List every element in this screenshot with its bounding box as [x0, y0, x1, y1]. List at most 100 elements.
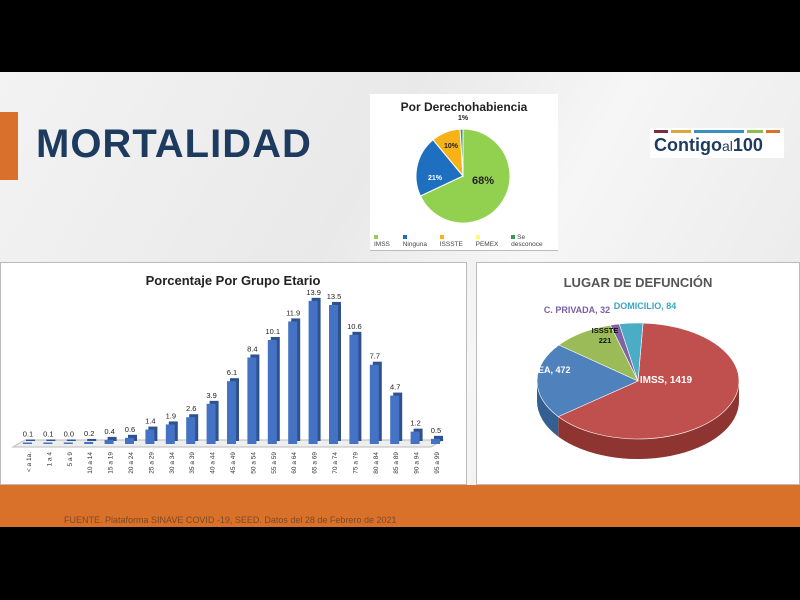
- bar-value-label: 0.4: [104, 427, 114, 436]
- bar: [23, 442, 32, 444]
- bar: [227, 381, 236, 444]
- bar: [308, 300, 318, 444]
- bar: [165, 424, 175, 444]
- x-tick-label: 5 a 9: [67, 452, 74, 467]
- bar: [247, 357, 257, 444]
- page-title: MORTALIDAD: [36, 122, 312, 166]
- bar-side: [26, 439, 35, 441]
- bar-side: [87, 438, 97, 441]
- bar-value-label: 10.6: [347, 322, 362, 331]
- bar-value-label: 0.1: [43, 430, 53, 439]
- x-tick-label: 85 a 89: [393, 452, 400, 474]
- x-tick-label: 20 a 24: [128, 452, 135, 474]
- x-tick-label: 15 a 19: [108, 452, 115, 474]
- accent-tab: [0, 112, 18, 180]
- age-group-chart: Porcentaje Por Grupo Etario 0.1 < a 1a. 0.1…: [0, 262, 467, 485]
- source-note: FUENTE. Plataforma SINAVE COVID -19, SEE…: [64, 515, 397, 525]
- chart-title: LUGAR DE DEFUNCIÓN: [564, 275, 713, 290]
- contigo-al-100-logo: Contigoal100: [650, 128, 784, 158]
- pie-label: 10%: [444, 143, 459, 150]
- bar: [329, 304, 338, 444]
- bar-side: [434, 435, 443, 441]
- slide: MORTALIDAD Contigoal100 Por Derechohabie…: [0, 72, 800, 527]
- bar: [267, 339, 277, 444]
- bar-value-label: 8.4: [247, 344, 257, 353]
- bar-value-label: 0.6: [125, 425, 135, 434]
- x-tick-label: 30 a 34: [169, 452, 176, 474]
- pie-label: 68%: [472, 175, 494, 187]
- legend-item: PEMEX: [475, 234, 505, 248]
- x-tick-label: 80 a 84: [373, 452, 380, 474]
- x-tick-label: 75 a 79: [352, 452, 359, 474]
- pie-label: 221: [599, 336, 612, 345]
- bar: [410, 431, 420, 444]
- bar-value-label: 0.2: [84, 429, 94, 438]
- pie-label: ISSEA, 472: [523, 365, 570, 375]
- x-tick-label: 10 a 14: [87, 452, 94, 474]
- bar-value-label: 4.7: [390, 383, 400, 392]
- x-tick-label: 70 a 74: [332, 452, 339, 474]
- pie-slice-0: [419, 128, 511, 224]
- bar: [369, 364, 379, 444]
- bar-value-label: 3.9: [206, 391, 216, 400]
- chart-legend: IMSS Ninguna ISSSTE PEMEX Se desconoce: [374, 234, 558, 248]
- x-tick-label: 45 a 49: [230, 452, 237, 474]
- bar-value-label: 1.9: [166, 411, 176, 420]
- legend-item: Se desconoce: [511, 234, 543, 248]
- x-tick-label: 50 a 54: [250, 452, 257, 474]
- pie-side: [537, 381, 559, 437]
- pie-label: 1%: [458, 115, 469, 122]
- x-tick-label: 35 a 39: [189, 452, 196, 474]
- bar: [145, 429, 155, 444]
- legend-item: ISSSTE: [439, 234, 469, 248]
- bar: [84, 441, 94, 444]
- x-tick-label: 1 a 4: [46, 452, 53, 467]
- x-tick-label: 40 a 44: [210, 452, 217, 474]
- pie-slice-4: [618, 322, 644, 382]
- bar-side: [107, 436, 117, 441]
- bar-value-label: 13.9: [306, 288, 321, 297]
- pie-slice-4: [459, 128, 464, 177]
- bar-value-label: 0.0: [64, 430, 74, 439]
- x-tick-label: 65 a 69: [312, 452, 319, 474]
- bar: [206, 403, 216, 444]
- bar-value-label: 1.2: [410, 419, 420, 428]
- pie-label: 21%: [428, 175, 443, 182]
- bar: [431, 438, 440, 444]
- bar-value-label: 13.5: [327, 292, 342, 301]
- pie-slice-1: [415, 139, 464, 197]
- bar: [186, 417, 196, 444]
- chart-title: Porcentaje Por Grupo Etario: [146, 273, 321, 288]
- legend-item: IMSS: [374, 234, 396, 248]
- bar-side: [66, 439, 76, 441]
- bar: [288, 321, 298, 444]
- x-tick-label: 55 a 59: [271, 452, 278, 474]
- bar-value-label: 0.1: [23, 430, 33, 439]
- pie-slice-1: [536, 344, 639, 417]
- pie-label: C. PRIVADA, 32: [544, 305, 610, 315]
- bar: [63, 442, 73, 444]
- bar-value-label: 7.7: [370, 352, 380, 361]
- bar-value-label: 1.4: [145, 417, 155, 426]
- x-tick-label: 25 a 29: [148, 452, 155, 474]
- footer-band: [0, 485, 800, 527]
- legend-item: Ninguna: [402, 234, 433, 248]
- bar-value-label: 0.5: [431, 426, 441, 435]
- death-place-chart: LUGAR DE DEFUNCIÓN IMSS, 1419 ISSEA, 472 IS…: [476, 262, 800, 485]
- bar-side: [46, 439, 56, 441]
- bar-value-label: 2.6: [186, 404, 196, 413]
- x-tick-label: 90 a 94: [414, 452, 421, 474]
- pie-label: ISSSTE: [592, 326, 619, 335]
- bar: [43, 442, 53, 444]
- pie-label: DOMICILIO, 84: [614, 301, 677, 311]
- bar: [125, 437, 134, 444]
- pie-label: IMSS, 1419: [640, 375, 693, 386]
- bar: [104, 439, 114, 444]
- bar-value-label: 6.1: [227, 368, 237, 377]
- pie-side: [558, 381, 739, 459]
- bar-value-label: 11.9: [286, 308, 300, 317]
- derechohabiencia-chart: Por Derechohabiencia 68% 21% 10% 1% IMSS Nin…: [370, 94, 558, 251]
- bar-value-label: 10.1: [265, 327, 280, 336]
- x-tick-label: < a 1a.: [26, 452, 33, 472]
- pie-slice-0: [557, 322, 740, 440]
